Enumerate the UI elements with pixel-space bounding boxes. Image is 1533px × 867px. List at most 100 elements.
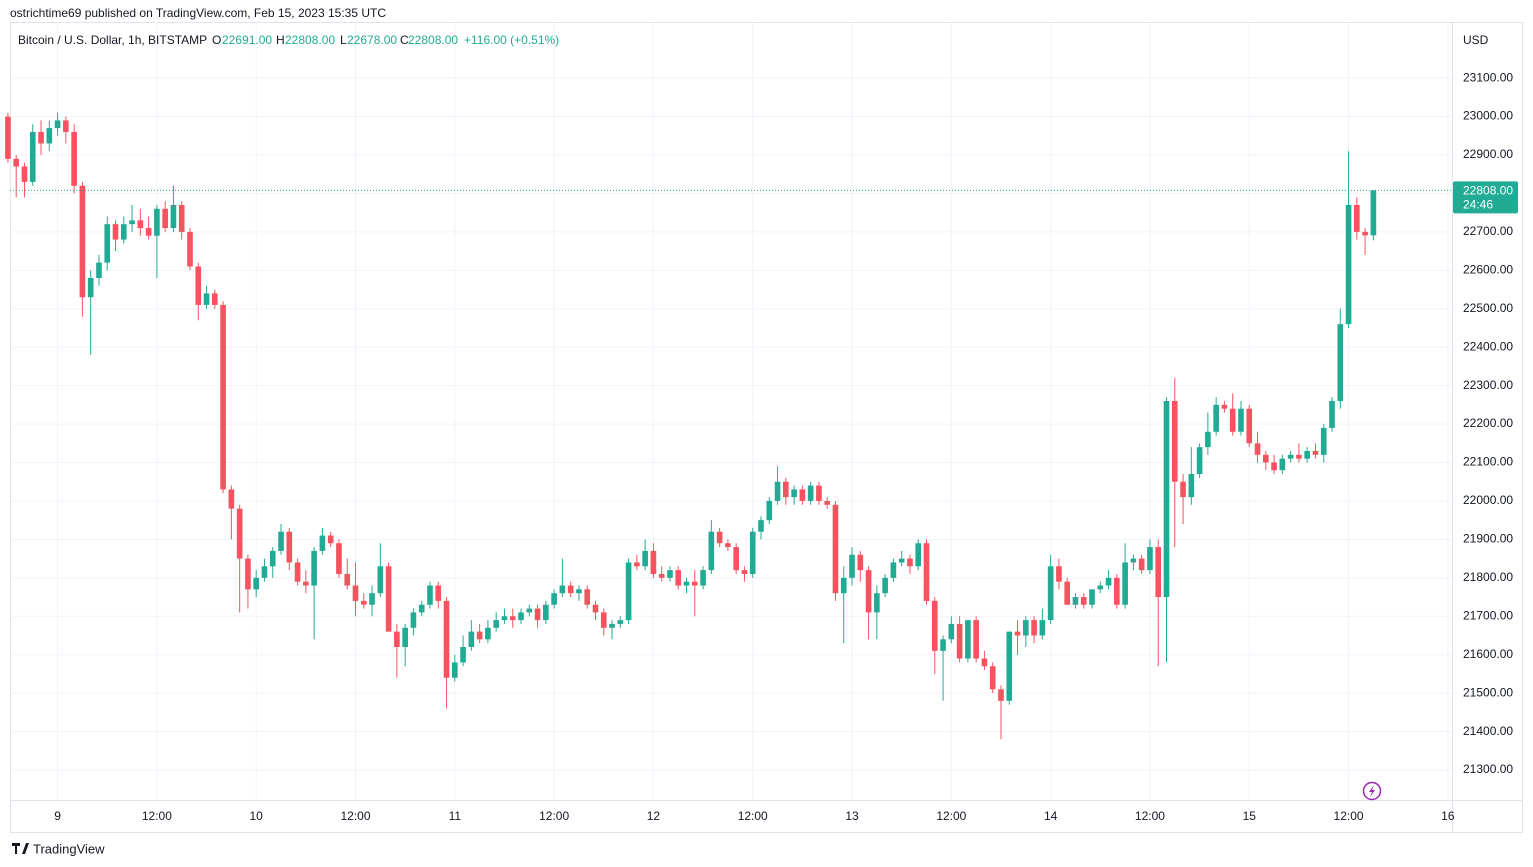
candle-body	[1345, 204, 1352, 325]
candle-body	[923, 543, 930, 601]
candle-body	[948, 623, 955, 640]
candle-body	[609, 623, 615, 628]
candle-body	[584, 589, 591, 605]
candle-body	[965, 620, 971, 659]
candle-body	[783, 481, 789, 498]
candle-body	[418, 604, 425, 613]
ohlc-key: C	[400, 33, 409, 47]
candle-body	[1097, 585, 1104, 590]
candle-body	[1213, 404, 1219, 432]
candle-body	[592, 604, 599, 613]
candle-body	[1072, 597, 1079, 605]
y-tick-label: 22200.00	[1463, 416, 1513, 430]
candle-body	[1337, 324, 1344, 402]
candle-body	[311, 550, 317, 586]
candle-body	[509, 616, 516, 621]
countdown: 24:46	[1463, 198, 1493, 212]
candle-body	[708, 531, 715, 571]
y-tick-label: 22300.00	[1463, 378, 1513, 392]
ohlc-value: 22808.00	[408, 33, 458, 47]
grid	[10, 22, 1452, 800]
price-change: +116.00 (+0.51%)	[464, 33, 559, 47]
x-tick-label: 14	[1044, 809, 1058, 823]
candle-body	[29, 131, 36, 182]
candle-body	[46, 128, 53, 144]
candle-body	[857, 554, 864, 571]
candle-body	[634, 562, 640, 567]
x-tick-label: 12:00	[142, 809, 172, 823]
currency: USD	[1463, 33, 1489, 47]
candle-body	[766, 500, 773, 521]
candle-body	[1138, 558, 1145, 571]
candle-body	[120, 224, 127, 240]
candle-body	[352, 585, 359, 601]
candle-body	[402, 627, 408, 648]
candle-body	[1031, 620, 1037, 636]
attribution: ostrichtime69 published on TradingView.c…	[10, 6, 386, 20]
candle-body	[369, 593, 375, 605]
candle-body	[21, 166, 28, 182]
symbol-title: Bitcoin / U.S. Dollar, 1h, BITSTAMP	[18, 33, 207, 47]
candle-body	[385, 566, 392, 632]
candle-body	[104, 224, 111, 263]
candle-body	[1304, 450, 1310, 459]
candle-body	[286, 531, 293, 563]
candle-body	[1171, 401, 1178, 482]
candle-body	[137, 220, 144, 229]
candle-body	[360, 600, 367, 605]
candle-body	[849, 554, 855, 578]
candle-body	[1006, 631, 1013, 701]
candle-body	[112, 224, 119, 240]
candle-body	[1279, 458, 1286, 471]
candle-body	[501, 616, 508, 621]
x-tick-label: 12:00	[1334, 809, 1364, 823]
candle-body	[667, 570, 673, 578]
candle-body	[758, 520, 764, 532]
candle-body	[832, 504, 839, 594]
candle-body	[212, 293, 218, 305]
candle-body	[940, 639, 946, 651]
y-tick-label: 22700.00	[1463, 224, 1513, 238]
candle-body	[1080, 597, 1087, 605]
y-tick-label: 21300.00	[1463, 762, 1513, 776]
candle-body	[534, 608, 541, 621]
last-price-label: 22808.00	[1463, 184, 1513, 198]
candle-body	[344, 573, 351, 586]
brand-name: TradingView	[33, 841, 105, 856]
candle-body	[1370, 190, 1377, 236]
candle-body	[187, 231, 193, 267]
candle-body	[658, 573, 665, 578]
candle-body	[981, 658, 988, 667]
candle-body	[476, 631, 483, 640]
candle-body	[799, 489, 806, 501]
labels: 21300.00 21400.00 21500.00 21600.00 21700.00…	[54, 33, 1518, 823]
candle-body	[87, 278, 94, 298]
candle-body	[807, 485, 814, 501]
candle-body	[145, 228, 152, 236]
candle-body	[1354, 204, 1360, 232]
candle-body	[716, 531, 723, 544]
candle-body	[96, 262, 102, 279]
candle-body	[1022, 620, 1029, 636]
candle-body	[468, 631, 475, 648]
candle-body	[1362, 231, 1368, 236]
candle-body	[336, 543, 342, 574]
candle-body	[1271, 462, 1277, 471]
candle-body	[253, 577, 260, 590]
candle-body	[1254, 443, 1261, 455]
candle-body	[675, 570, 682, 586]
candle-body	[1056, 566, 1062, 582]
candle-body	[63, 120, 69, 132]
candle-body	[543, 604, 549, 621]
candle-body	[749, 531, 756, 574]
candle-body	[1180, 481, 1186, 498]
x-tick-label: 13	[845, 809, 859, 823]
candle-body	[245, 558, 251, 590]
candle-body	[882, 577, 888, 594]
y-tick-label: 22000.00	[1463, 493, 1513, 507]
candle-body	[1064, 581, 1071, 605]
y-tick-label: 22900.00	[1463, 147, 1513, 161]
candle-body	[485, 627, 491, 640]
candle-body	[1329, 401, 1335, 428]
